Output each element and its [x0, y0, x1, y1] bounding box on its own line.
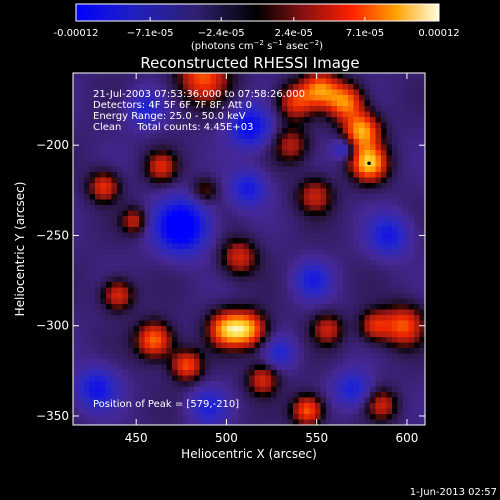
y-axis: −350 −300 −250 −200 — [36, 138, 425, 423]
y-axis-label: Heliocentric Y (arcsec) — [13, 182, 27, 317]
annotation-energy-range: Energy Range: 25.0 - 50.0 keV — [93, 111, 246, 122]
annotation-clean-counts: Clean Total counts: 4.45E+03 — [93, 122, 253, 133]
colorbar-gradient — [75, 3, 440, 22]
x-tick-label: 550 — [305, 431, 328, 445]
x-axis: 450 500 550 600 — [125, 73, 418, 445]
annotation-detectors: Detectors: 4F 5F 6F 7F 8F, Att 0 — [93, 100, 252, 111]
y-tick-label: −250 — [36, 228, 69, 242]
x-tick-label: 500 — [215, 431, 238, 445]
colorbar-ticks: -0.00012 −7.1e-05 −2.4e-05 2.4e-05 7.1e-05 0.… — [54, 17, 460, 39]
colorbar-tick-label: -0.00012 — [54, 28, 99, 39]
annotation-block: 21-Jul-2003 07:53:36.000 to 07:58:26.000… — [93, 89, 305, 133]
peak-position-label: Position of Peak = [579,-210] — [93, 399, 239, 410]
annotation-time-range: 21-Jul-2003 07:53:36.000 to 07:58:26.000 — [93, 89, 305, 100]
colorbar-tick-label: 7.1e-05 — [346, 28, 384, 39]
y-tick-label: −350 — [36, 409, 69, 423]
footer-timestamp: 1-Jun-2013 02:57 — [410, 487, 497, 498]
peak-marker — [367, 161, 371, 166]
heatmap-image — [73, 73, 425, 425]
colorbar-label: (photons cm−2 s−1 asec−2) — [191, 39, 323, 52]
y-tick-label: −300 — [36, 319, 69, 333]
chart-title: Reconstructed RHESSI Image — [140, 54, 359, 72]
y-tick-label: −200 — [36, 138, 69, 152]
colorbar-tick-label: 0.00012 — [418, 28, 459, 39]
x-tick-label: 600 — [395, 431, 418, 445]
plot-frame — [72, 72, 426, 426]
colorbar-tick-label: 2.4e-05 — [275, 28, 313, 39]
colorbar-tick-label: −7.1e-05 — [127, 28, 174, 39]
x-tick-label: 450 — [125, 431, 148, 445]
x-axis-label: Heliocentric X (arcsec) — [181, 447, 317, 461]
colorbar-tick-label: −2.4e-05 — [198, 28, 245, 39]
colorbar: -0.00012 −7.1e-05 −2.4e-05 2.4e-05 7.1e-05 0.… — [54, 3, 460, 52]
